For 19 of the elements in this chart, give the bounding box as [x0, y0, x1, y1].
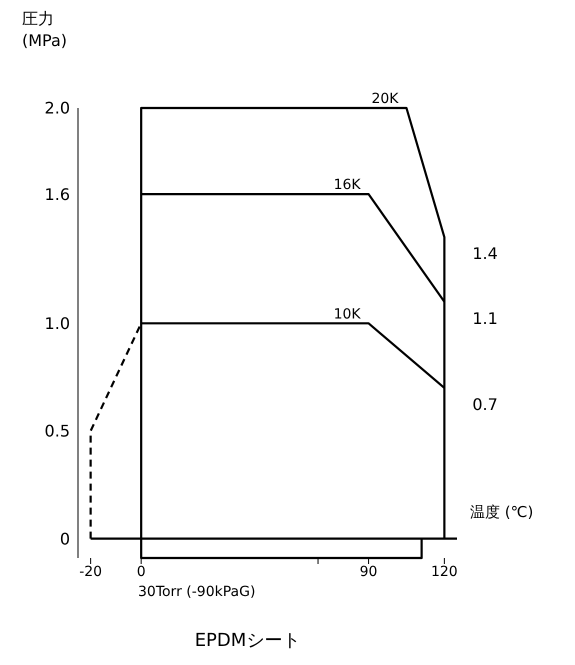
y-tick-label: 0.5 [44, 422, 70, 441]
x-tick-label: -20 [79, 564, 102, 580]
x-axis-title: 温度 (℃) [470, 503, 534, 522]
series-label: 10K [334, 306, 362, 322]
y-axis-title: 圧力 (MPa) [22, 8, 68, 52]
data-label: 1.1 [472, 308, 498, 328]
data-label: 0.7 [472, 394, 498, 414]
text: 30Torr (-90kPaG) [138, 584, 256, 600]
series-label: 16K [334, 177, 362, 194]
x-tick-label: 0 [136, 564, 146, 580]
x-tick-label: 120 [431, 564, 458, 580]
y-tick-label: 1.0 [44, 314, 70, 333]
y-tick-label: 0 [60, 529, 70, 548]
data-label: 1.4 [472, 244, 498, 264]
series-label: 20K [371, 91, 400, 107]
text: EPDMシート [194, 629, 302, 652]
y-tick-label: 2.0 [44, 98, 70, 118]
y-tick-label: 1.6 [44, 184, 70, 204]
x-tick-label: 90 [360, 564, 378, 580]
